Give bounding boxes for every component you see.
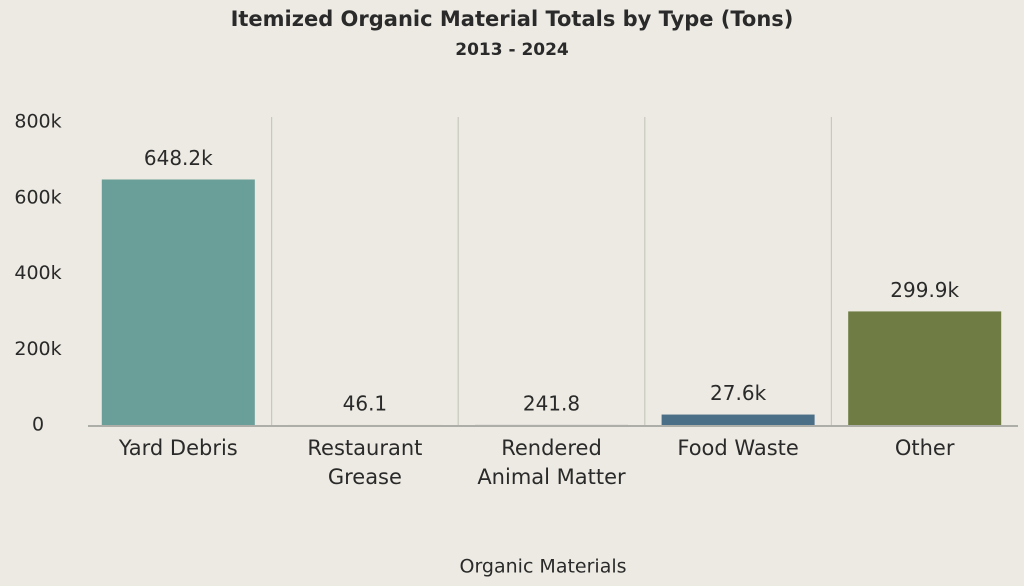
x-tick-label: Rendered Animal Matter bbox=[477, 436, 626, 489]
data-label: 299.9k bbox=[890, 278, 959, 302]
y-tick-label: 400k bbox=[14, 262, 61, 284]
y-tick-label: 200k bbox=[14, 338, 61, 360]
x-tick-label: Restaurant Grease bbox=[307, 436, 423, 489]
chart-title: Itemized Organic Material Totals by Type… bbox=[231, 7, 794, 31]
bar bbox=[848, 311, 1002, 425]
data-label: 648.2k bbox=[144, 146, 213, 170]
data-label: 46.1 bbox=[343, 391, 388, 415]
y-tick-label: 0 bbox=[32, 414, 44, 436]
chart-subtitle: 2013 - 2024 bbox=[455, 40, 569, 60]
data-label: 27.6k bbox=[710, 381, 767, 405]
y-tick-label: 800k bbox=[14, 111, 61, 133]
x-tick-label: Food Waste bbox=[677, 436, 799, 460]
bar bbox=[101, 179, 255, 425]
x-axis-title: Organic Materials bbox=[459, 556, 626, 578]
x-tick-label: Other bbox=[894, 436, 955, 460]
bar bbox=[661, 414, 815, 425]
x-tick-label: Yard Debris bbox=[118, 436, 238, 460]
data-label: 241.8 bbox=[523, 391, 580, 415]
y-tick-label: 600k bbox=[14, 186, 61, 208]
